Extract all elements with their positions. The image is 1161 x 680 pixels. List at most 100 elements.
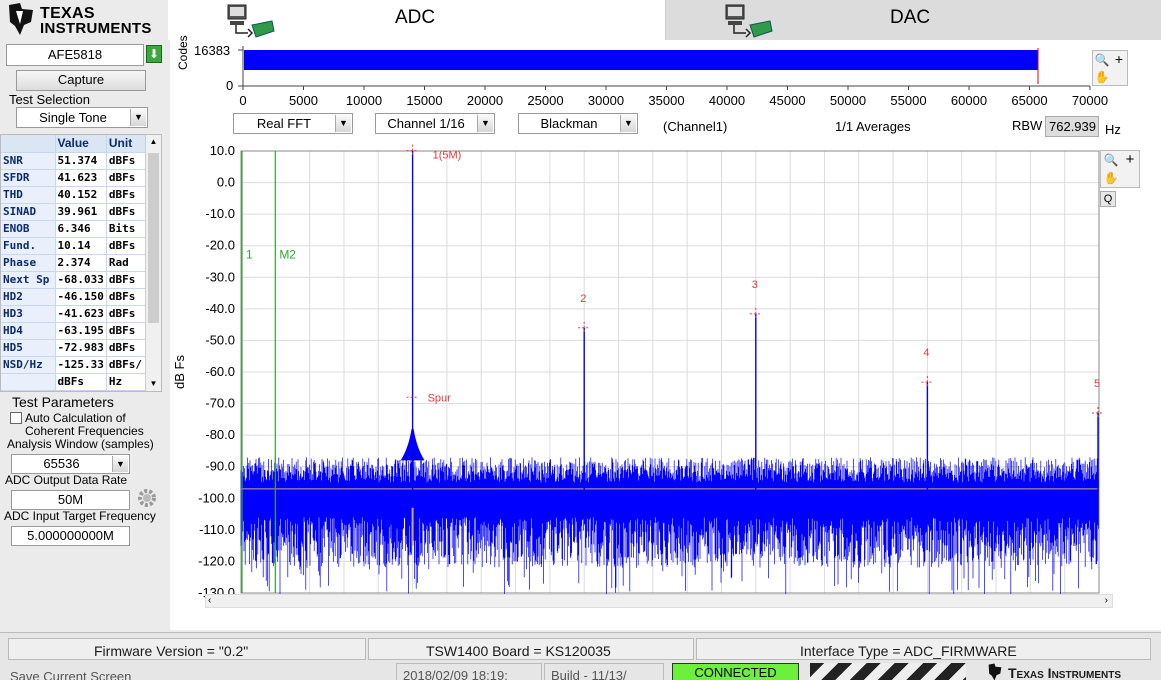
scroll-up-icon[interactable]: ▲ [149, 137, 158, 146]
analysis-window-label: Analysis Window (samples) [7, 437, 154, 451]
metrics-table: Value Unit SNR 51.374 dBFs SFDR 41.623 dBFs THD 4… [0, 134, 162, 392]
metric-value: -63.195 [54, 322, 107, 340]
metric-unit: dBFs [105, 305, 147, 323]
chevron-down-icon: ▼ [130, 109, 146, 126]
fft-chart: 1 M2 1(5M) 2 3 4 5 Spur 10.0 0.0 -10.0 -20.0 -30.0 -4… [172, 143, 1112, 600]
zoom-icon[interactable]: 🔍 [1103, 153, 1119, 167]
metrics-row: HD2 -46.150 dBFs [1, 288, 147, 306]
auto-calc-label-1: Auto Calculation of [25, 411, 126, 425]
metric-unit: Bits [105, 220, 147, 238]
codes-x-tick: 60000 [950, 93, 988, 108]
peak-label: 1(5M) [433, 150, 462, 162]
metrics-row: NSD/Hz -125.33 dBFs/ [1, 356, 147, 374]
build-info: Build - 11/13/ [551, 668, 627, 680]
metrics-row: HD4 -63.195 dBFs [1, 322, 147, 340]
scroll-left-icon[interactable]: ‹ [208, 595, 212, 606]
y-tick-label: -10.0 [205, 206, 235, 221]
auto-calc-checkbox[interactable] [10, 412, 22, 424]
codes-plot [238, 46, 1091, 90]
zoom-icon[interactable]: 🔍 [1094, 53, 1110, 67]
test-selection-dropdown[interactable]: Single Tone ▼ [16, 107, 148, 128]
averages-label: 1/1 Averages [835, 119, 911, 134]
scroll-down-icon[interactable]: ▼ [149, 379, 158, 388]
capture-button[interactable]: Capture [16, 70, 146, 91]
metric-value: dBFs [54, 373, 107, 391]
test-selection-value: Single Tone [39, 110, 107, 125]
metric-unit: dBFs [105, 322, 147, 340]
download-arrow-icon[interactable]: ⬇ [146, 45, 162, 63]
codes-x-tick: 15000 [406, 93, 443, 108]
gear-icon[interactable] [136, 487, 158, 509]
metrics-row: Phase 2.374 Rad [1, 254, 147, 272]
scroll-right-icon[interactable]: › [1104, 595, 1108, 606]
pc-board-icon [725, 4, 773, 38]
metrics-row: Next Sp -68.033 dBFs [1, 271, 147, 289]
metric-name: HD5 [1, 339, 55, 357]
ti-footer-brand: Texas Instruments [1008, 665, 1122, 680]
window-value: Blackman [540, 116, 598, 131]
fft-type-dropdown[interactable]: Real FFT ▼ [233, 113, 353, 134]
fft-zoom-palette[interactable]: 🔍 + ✋ [1100, 150, 1140, 188]
codes-ymin-label: 0 [226, 78, 234, 93]
codes-x-tick: 30000 [587, 93, 625, 108]
channel-note: (Channel1) [663, 119, 728, 134]
metric-name: SINAD [1, 203, 55, 221]
metric-value: 51.374 [54, 152, 107, 170]
codes-x-tick: 45000 [769, 93, 806, 108]
output-rate-field[interactable]: 50M [11, 490, 130, 510]
y-tick-label: -20.0 [205, 238, 235, 253]
metric-name [1, 135, 55, 153]
metric-unit: dBFs [105, 203, 147, 221]
main-panel: Codes 16383 0 0 5000 10000 15000 20000 25000 3… [170, 35, 1161, 630]
codes-x-tick: 65000 [1011, 93, 1048, 108]
metric-unit: dBFs [105, 186, 147, 204]
auto-calc-label-2: Coherent Frequencies [25, 424, 144, 438]
analysis-window-dropdown[interactable]: 65536 ▼ [11, 454, 130, 474]
metrics-row: SINAD 39.961 dBFs [1, 203, 147, 221]
metric-name: SFDR [1, 169, 55, 187]
save-screen-link[interactable]: Save Current Screen [10, 669, 132, 680]
y-tick-label: -30.0 [205, 269, 235, 284]
peak-label: 3 [752, 279, 758, 291]
metric-value: -46.150 [54, 288, 107, 306]
crosshair-icon[interactable]: + [1125, 151, 1135, 168]
tab-adc[interactable]: ADC [168, 0, 666, 40]
codes-zoom-palette[interactable]: 🔍 + ✋ [1092, 50, 1128, 86]
analysis-window-value: 65536 [43, 456, 80, 471]
cursor-label: M2 [279, 247, 296, 261]
status-bar: Firmware Version = "0.2" TSW1400 Board =… [0, 632, 1161, 680]
chart-hscrollbar[interactable]: ‹ › [205, 594, 1113, 608]
metric-value: -72.983 [54, 339, 107, 357]
metric-value: 41.623 [54, 169, 107, 187]
crosshair-icon[interactable]: + [1114, 51, 1124, 67]
interface-type: Interface Type = ADC_FIRMWARE [800, 643, 1017, 659]
metric-name: HD2 [1, 288, 55, 306]
y-tick-label: -120.0 [198, 553, 235, 568]
tab-adc-label: ADC [395, 7, 436, 28]
scroll-thumb[interactable] [148, 153, 159, 323]
pan-hand-icon[interactable]: ✋ [1103, 171, 1119, 185]
peak-label: 5 [1094, 378, 1100, 390]
ti-state-icon [988, 663, 1002, 680]
y-tick-label: -60.0 [205, 364, 235, 379]
y-tick-label: -40.0 [205, 301, 235, 316]
connection-status-badge: CONNECTED [672, 663, 799, 680]
rbw-value: 762.939 [1045, 116, 1099, 137]
channel-dropdown[interactable]: Channel 1/16 ▼ [375, 113, 495, 134]
metrics-row: HD3 -41.623 dBFs [1, 305, 147, 323]
left-panel: AFE5818 ⬇ Capture Test Selection Single … [0, 40, 168, 630]
tab-dac[interactable]: DAC [666, 0, 1161, 40]
y-tick-label: -90.0 [205, 459, 235, 474]
magnifier-icon[interactable]: Q [1100, 191, 1116, 207]
window-dropdown[interactable]: Blackman ▼ [518, 113, 638, 134]
metric-name: HD3 [1, 305, 55, 323]
metrics-scrollbar[interactable]: ▲ ▼ [145, 135, 161, 391]
device-select[interactable]: AFE5818 [6, 44, 144, 66]
codes-x-tick: 0 [239, 93, 247, 108]
metric-name: NSD/Hz [1, 356, 55, 374]
codes-x-tick: 70000 [1071, 93, 1109, 108]
codes-x-tick: 50000 [829, 93, 867, 108]
input-freq-field[interactable]: 5.000000000M [11, 526, 130, 546]
metric-name: HD4 [1, 322, 55, 340]
pan-hand-icon[interactable]: ✋ [1094, 70, 1110, 84]
